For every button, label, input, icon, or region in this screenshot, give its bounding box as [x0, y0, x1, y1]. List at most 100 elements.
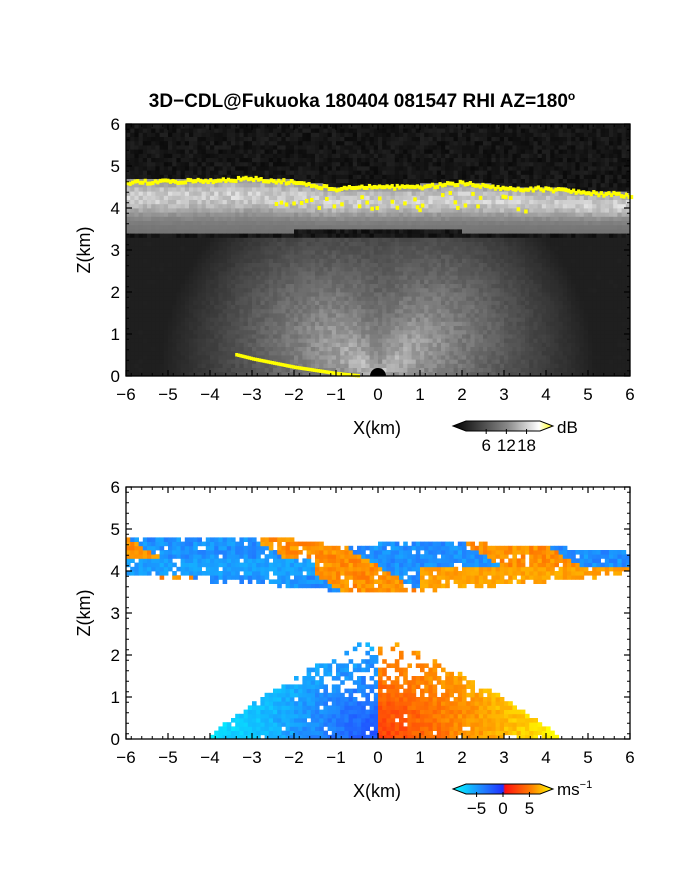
backscatter-cell [428, 350, 433, 356]
backscatter-cell [176, 296, 181, 301]
backscatter-cell [432, 271, 438, 276]
backscatter-cell [126, 224, 131, 230]
backscatter-cell [474, 346, 480, 352]
backscatter-cell [260, 124, 265, 129]
backscatter-cell [130, 199, 135, 205]
backscatter-cell [399, 241, 404, 247]
backscatter-cell [138, 203, 144, 209]
backscatter-cell [369, 346, 375, 352]
backscatter-cell [432, 317, 438, 322]
backscatter-cell [394, 128, 400, 133]
backscatter-cell [184, 300, 190, 305]
backscatter-cell [386, 271, 391, 276]
backscatter-cell [172, 296, 177, 301]
backscatter-cell [172, 308, 177, 314]
backscatter-cell [382, 334, 387, 339]
backscatter-cell [323, 237, 328, 242]
backscatter-cell [210, 229, 215, 234]
backscatter-cell [151, 157, 156, 163]
backscatter-cell [407, 224, 412, 230]
backscatter-cell [386, 203, 391, 209]
backscatter-cell [415, 359, 421, 364]
backscatter-cell [457, 166, 463, 171]
backscatter-cell [126, 321, 131, 326]
backscatter-cell [289, 170, 295, 175]
backscatter-cell [163, 245, 169, 251]
backscatter-cell [231, 157, 236, 163]
backscatter-cell [386, 245, 391, 251]
backscatter-cell [432, 153, 438, 158]
backscatter-cell [277, 191, 282, 196]
backscatter-cell [130, 342, 135, 347]
backscatter-cell [268, 174, 274, 179]
backscatter-cell [147, 208, 152, 213]
backscatter-cell [231, 220, 236, 226]
backscatter-cell [315, 229, 320, 234]
backscatter-cell [197, 296, 202, 301]
backscatter-cell [201, 262, 207, 268]
backscatter-cell [462, 199, 467, 205]
backscatter-cell [432, 350, 438, 356]
backscatter-cell [403, 342, 408, 347]
backscatter-cell [210, 359, 215, 364]
backscatter-cell [394, 212, 400, 217]
backscatter-cell [138, 317, 144, 322]
backscatter-cell [214, 279, 219, 284]
backscatter-cell [184, 275, 190, 280]
backscatter-cell [201, 350, 207, 356]
backscatter-cell [168, 233, 173, 238]
backscatter-cell [226, 334, 232, 339]
backscatter-cell [361, 304, 366, 310]
backscatter-cell [310, 254, 316, 259]
backscatter-cell [453, 161, 459, 167]
backscatter-cell [285, 174, 291, 179]
backscatter-cell [470, 266, 475, 272]
backscatter-cell [382, 153, 387, 158]
backscatter-cell [176, 338, 181, 343]
backscatter-cell [142, 266, 148, 272]
backscatter-cell [235, 208, 240, 213]
backscatter-cell [281, 245, 286, 251]
backscatter-cell [273, 279, 278, 284]
backscatter-cell [424, 334, 429, 339]
backscatter-cell [168, 245, 173, 251]
backscatter-cell [218, 271, 223, 276]
backscatter-cell [340, 224, 345, 230]
backscatter-cell [273, 350, 278, 356]
backscatter-cell [457, 124, 463, 129]
backscatter-cell [176, 287, 181, 293]
backscatter-cell [462, 212, 467, 217]
backscatter-cell [319, 199, 324, 205]
backscatter-cell [285, 229, 291, 234]
backscatter-cell [147, 191, 152, 196]
backscatter-cell [189, 191, 194, 196]
backscatter-cell [462, 220, 467, 226]
backscatter-cell [348, 350, 354, 356]
backscatter-cell [432, 346, 438, 352]
backscatter-cell [193, 287, 198, 293]
backscatter-cell [294, 367, 299, 373]
backscatter-cell [201, 250, 207, 255]
backscatter-cell [235, 170, 240, 175]
backscatter-cell [180, 199, 186, 205]
backscatter-cell [172, 124, 177, 129]
backscatter-cell [315, 203, 320, 209]
backscatter-cell [134, 346, 139, 352]
backscatter-cell [462, 166, 467, 171]
backscatter-cell [247, 359, 253, 364]
backscatter-cell [268, 292, 274, 297]
backscatter-cell [424, 359, 429, 364]
backscatter-cell [344, 157, 349, 163]
backscatter-cell [453, 145, 459, 150]
backscatter-cell [373, 199, 379, 205]
backscatter-cell [243, 178, 249, 184]
backscatter-cell [466, 161, 471, 167]
backscatter-cell [415, 258, 421, 263]
backscatter-cell [163, 237, 169, 242]
backscatter-cell [344, 208, 349, 213]
backscatter-cell [344, 313, 349, 318]
backscatter-cell [352, 145, 358, 150]
backscatter-cell [449, 325, 454, 331]
backscatter-cell [340, 296, 345, 301]
backscatter-cell [344, 275, 349, 280]
